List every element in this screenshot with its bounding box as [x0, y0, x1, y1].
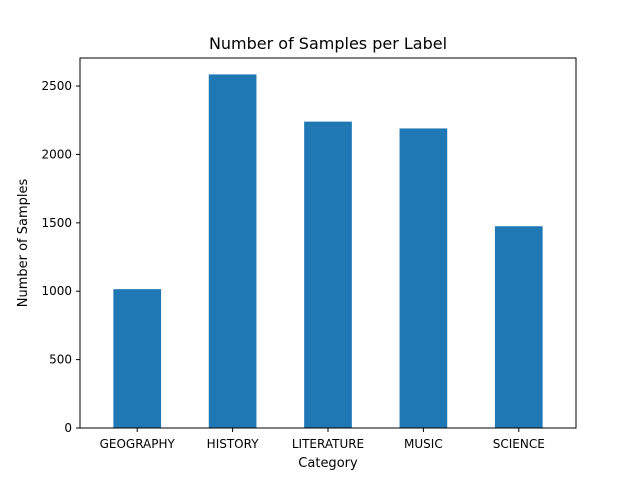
- bar-science: [494, 226, 543, 428]
- y-axis-label: Number of Samples: [16, 179, 31, 308]
- plot-frame: [79, 57, 577, 429]
- bar-geography: [113, 289, 162, 428]
- bars-group: [113, 74, 543, 429]
- x-tick-label-science: SCIENCE: [493, 437, 545, 451]
- bar-history: [208, 74, 257, 428]
- bar-music: [399, 128, 448, 429]
- chart-title: Number of Samples per Label: [209, 34, 447, 53]
- y-axis: 0 500 1000 1500 2000 2500: [41, 79, 80, 435]
- x-axis-label: Category: [298, 456, 358, 471]
- y-tick-label-2500: 2500: [41, 79, 72, 93]
- x-tick-label-history: HISTORY: [207, 437, 260, 451]
- y-tick-label-500: 500: [49, 353, 72, 367]
- y-tick-label-0: 0: [64, 421, 72, 435]
- x-tick-label-literature: LITERATURE: [292, 437, 364, 451]
- y-tick-label-1000: 1000: [41, 284, 72, 298]
- x-tick-label-geography: GEOGRAPHY: [100, 437, 176, 451]
- y-tick-label-2000: 2000: [41, 147, 72, 161]
- x-axis: GEOGRAPHY HISTORY LITERATURE MUSIC SCIENCE: [100, 428, 545, 451]
- y-tick-label-1500: 1500: [41, 216, 72, 230]
- bar-literature: [304, 121, 352, 429]
- x-tick-label-music: MUSIC: [404, 437, 443, 451]
